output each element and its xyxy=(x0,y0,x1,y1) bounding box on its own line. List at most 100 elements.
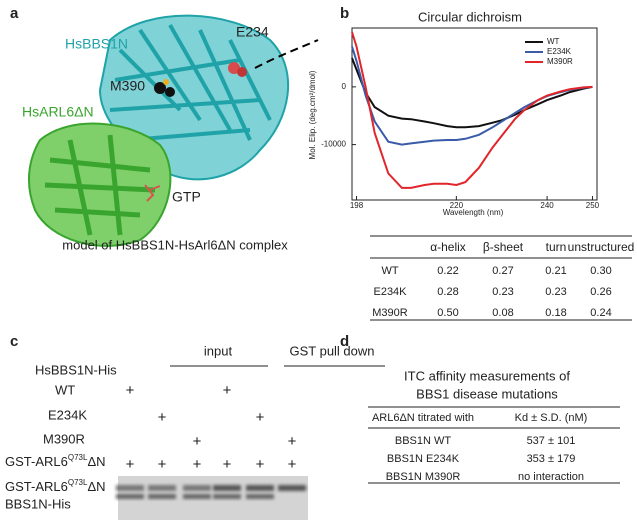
row-label: E234K xyxy=(48,407,87,422)
x-tick-label: 198 xyxy=(350,201,364,210)
structure-label: M390 xyxy=(110,78,145,94)
table-header: ARL6ΔN titrated with xyxy=(372,412,474,424)
x-axis-label: Wavelength (nm) xyxy=(443,208,504,217)
table-header: unstructured xyxy=(568,240,635,254)
panel-letter: d xyxy=(340,333,349,350)
series-line xyxy=(351,31,593,189)
x-tick-label: 240 xyxy=(540,201,554,210)
m390-sphere xyxy=(165,87,175,97)
series-line xyxy=(351,57,593,129)
row-label: GST-ARL6Q73LΔN xyxy=(5,478,106,494)
label-sup: Q73L xyxy=(68,478,88,487)
panel-letter: a xyxy=(10,5,19,22)
structure-label: HsBBS1N xyxy=(65,36,128,52)
gel-band xyxy=(213,485,241,491)
lane-mark: + xyxy=(223,382,232,399)
lane-mark: + xyxy=(256,456,265,473)
bbs1n-strands xyxy=(109,24,272,142)
table-cell: 0.26 xyxy=(590,286,611,298)
gel-band xyxy=(278,485,306,491)
protein-structure xyxy=(28,14,319,247)
lane-mark: + xyxy=(193,433,202,450)
structure-label: GTP xyxy=(172,189,201,205)
table-cell: 0.50 xyxy=(437,307,458,319)
table-cell: 0.18 xyxy=(545,307,566,319)
gtp-ligand xyxy=(144,184,161,202)
legend-label: E234K xyxy=(547,47,572,56)
table-header: turn xyxy=(546,240,567,254)
gel-band xyxy=(116,494,144,499)
lane-mark: + xyxy=(223,456,232,473)
panel-letter: c xyxy=(10,333,18,350)
disordered-loop xyxy=(254,39,319,69)
gel-band xyxy=(183,494,211,499)
panel-letter: b xyxy=(340,5,349,22)
table-cell: BBS1N WT xyxy=(395,435,452,447)
itc-title: BBS1 disease mutations xyxy=(416,386,558,401)
e234-sphere xyxy=(228,62,240,74)
gel-band xyxy=(148,485,176,491)
table-cell: BBS1N E234K xyxy=(387,453,460,465)
row-label: HsBBS1N-His xyxy=(35,362,117,377)
table-header: Kd ± S.D. (nM) xyxy=(515,412,588,424)
lane-mark: + xyxy=(288,456,297,473)
x-tick-label: 250 xyxy=(586,201,600,210)
table-cell: WT xyxy=(381,265,398,277)
e234-sphere xyxy=(237,67,247,77)
lane-mark: + xyxy=(158,409,167,426)
table-cell: 0.30 xyxy=(590,265,611,277)
label-part: GST-ARL6 xyxy=(5,479,68,494)
gel-band xyxy=(183,485,211,491)
group-label: input xyxy=(204,343,233,358)
table-cell: 0.22 xyxy=(437,265,458,277)
arl6-strands xyxy=(44,134,156,236)
caption: model of HsBBS1N-HsArl6ΔN complex xyxy=(62,237,288,252)
table-cell: 0.08 xyxy=(492,307,513,319)
row-label: GST-ARL6Q73LΔN xyxy=(5,453,106,469)
table-cell: 0.21 xyxy=(545,265,566,277)
chart-title: Circular dichroism xyxy=(418,9,522,24)
label-part: ΔN xyxy=(87,454,105,469)
table-cell: 0.23 xyxy=(492,286,513,298)
table-cell: 0.28 xyxy=(437,286,458,298)
label-sup: Q73L xyxy=(68,453,88,462)
m390-sphere xyxy=(154,82,166,94)
lane-mark: + xyxy=(126,382,135,399)
plot-frame xyxy=(351,27,598,201)
table-cell: BBS1N M390R xyxy=(386,471,461,483)
lane-mark: + xyxy=(193,456,202,473)
lane-mark: + xyxy=(256,409,265,426)
gel-band xyxy=(116,485,144,491)
gel-band xyxy=(213,494,241,499)
gel-band xyxy=(246,485,274,491)
legend-label: WT xyxy=(547,37,560,46)
x-tick-label: 220 xyxy=(450,201,464,210)
table-cell: M390R xyxy=(372,307,408,319)
label-part: ΔN xyxy=(87,479,105,494)
row-label: M390R xyxy=(43,431,85,446)
row-label: WT xyxy=(55,382,75,397)
y-axis-label: Mol. Elip. (deg.cm²/dmol) xyxy=(308,70,317,159)
gel-band xyxy=(246,494,274,499)
table-cell: 353 ± 179 xyxy=(527,453,576,465)
table-cell: E234K xyxy=(373,286,407,298)
table-cell: 0.23 xyxy=(545,286,566,298)
y-tick-label: -10000 xyxy=(321,140,346,149)
table-header: β-sheet xyxy=(483,240,524,254)
legend-label: M390R xyxy=(547,57,573,66)
m390-sphere xyxy=(163,79,169,85)
gel-label: BBS1N-His xyxy=(5,496,71,511)
table-cell: 0.27 xyxy=(492,265,513,277)
itc-title: ITC affinity measurements of xyxy=(404,368,570,383)
label-part: GST-ARL6 xyxy=(5,454,68,469)
y-tick-label: 0 xyxy=(342,82,347,91)
gel-band xyxy=(148,494,176,499)
table-header: α-helix xyxy=(430,240,466,254)
group-label: GST pull down xyxy=(289,343,374,358)
table-cell: no interaction xyxy=(518,471,584,483)
structure-label: HsARL6ΔN xyxy=(22,104,94,120)
lane-mark: + xyxy=(158,456,167,473)
structure-label: E234 xyxy=(236,24,269,40)
lane-mark: + xyxy=(126,456,135,473)
